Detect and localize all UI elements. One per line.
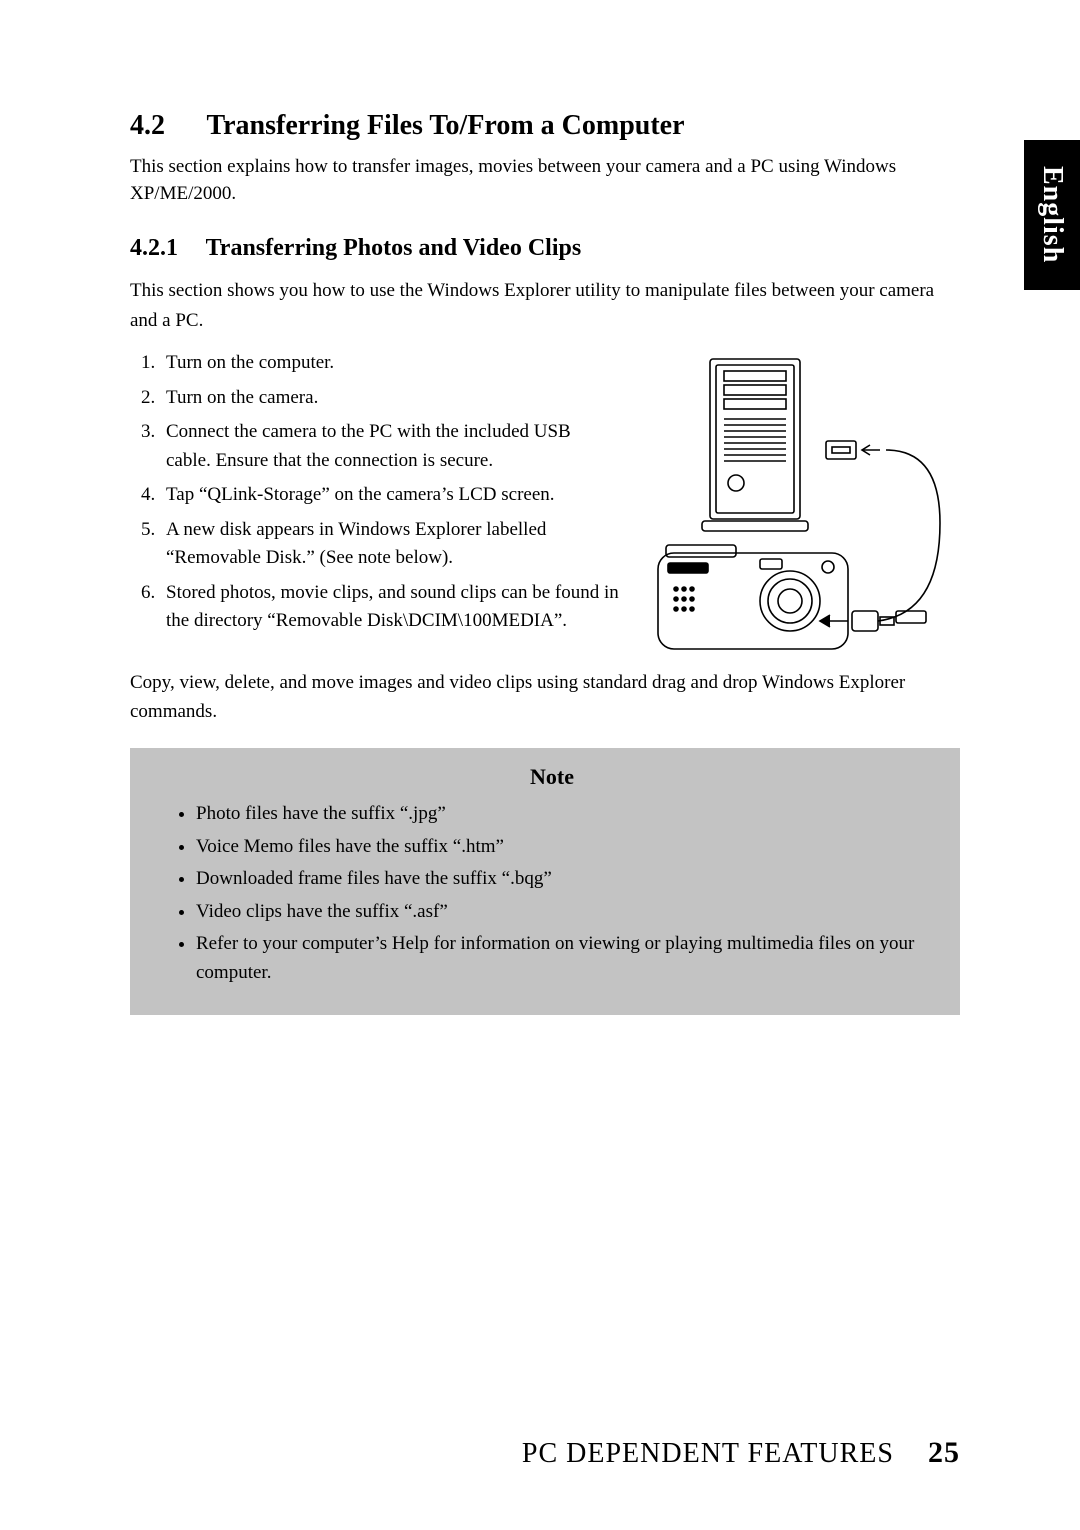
subsection-title: Transferring Photos and Video Clips [206, 235, 582, 261]
note-item: Video clips have the suffix “.asf” [196, 898, 930, 927]
section-number: 4.2 [130, 110, 200, 142]
footer-page-number: 25 [928, 1436, 960, 1469]
steps-column: Turn on the computer. Turn on the camera… [130, 349, 620, 642]
steps-list: Turn on the computer. Turn on the camera… [130, 349, 620, 636]
note-item: Refer to your computer’s Help for inform… [196, 930, 930, 987]
page-footer: PC DEPENDENT FEATURES 25 [522, 1436, 960, 1470]
step-item: A new disk appears in Windows Explorer l… [160, 516, 620, 573]
pc-camera-diagram-icon [640, 353, 960, 663]
step-item: Turn on the computer. [160, 349, 620, 378]
subsection-intro: This section shows you how to use the Wi… [130, 276, 960, 335]
language-label: English [1036, 166, 1068, 263]
step-item: Stored photos, movie clips, and sound cl… [160, 579, 620, 636]
connection-illustration [640, 349, 960, 663]
footer-chapter: PC DEPENDENT FEATURES [522, 1438, 894, 1469]
step-item: Turn on the camera. [160, 384, 620, 413]
after-steps-text: Copy, view, delete, and move images and … [130, 669, 960, 726]
note-item: Photo files have the suffix “.jpg” [196, 800, 930, 829]
steps-and-illustration: Turn on the computer. Turn on the camera… [130, 349, 960, 663]
note-item: Voice Memo files have the suffix “.htm” [196, 833, 930, 862]
note-item: Downloaded frame files have the suffix “… [196, 865, 930, 894]
page: English 4.2 Transferring Files To/From a… [0, 0, 1080, 1530]
section-intro: This section explains how to transfer im… [130, 154, 960, 207]
subsection-heading: 4.2.1 Transferring Photos and Video Clip… [130, 235, 960, 262]
step-item: Connect the camera to the PC with the in… [160, 418, 620, 475]
note-title: Note [174, 764, 930, 790]
subsection-number: 4.2.1 [130, 235, 200, 262]
note-box: Note Photo files have the suffix “.jpg” … [130, 748, 960, 1015]
note-list: Photo files have the suffix “.jpg” Voice… [174, 800, 930, 987]
language-tab: English [1024, 140, 1080, 290]
section-title: Transferring Files To/From a Computer [207, 110, 685, 141]
step-item: Tap “QLink-Storage” on the camera’s LCD … [160, 481, 620, 510]
section-heading: 4.2 Transferring Files To/From a Compute… [130, 110, 960, 142]
